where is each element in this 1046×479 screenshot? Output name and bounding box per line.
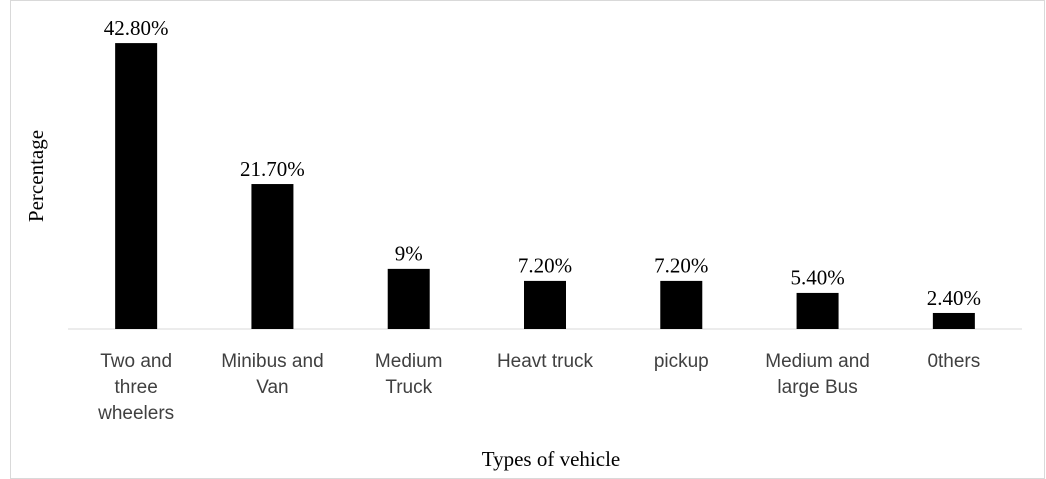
data-label: 2.40%: [927, 286, 981, 310]
x-tick-label: 0thers: [927, 351, 980, 372]
bar: [387, 268, 430, 329]
data-label: 21.70%: [240, 157, 305, 181]
y-axis-title: Percentage: [24, 130, 48, 222]
x-tick-label: Medium and large Bus: [765, 351, 870, 398]
bar: [115, 43, 158, 329]
x-tick-label: Two and three wheelers: [97, 351, 174, 424]
bar: [796, 292, 839, 329]
x-tick-label: Heavt truck: [497, 351, 594, 372]
data-label: 42.80%: [104, 16, 169, 40]
data-label: 7.20%: [518, 254, 572, 278]
x-tick-label: Minibus and Van: [221, 351, 323, 398]
bar: [251, 184, 294, 329]
bar: [932, 312, 975, 329]
data-label: 9%: [395, 242, 423, 266]
data-label: 7.20%: [654, 254, 708, 278]
x-axis-title: Types of vehicle: [482, 447, 620, 471]
x-tick-label: pickup: [654, 351, 709, 372]
bar: [524, 280, 566, 329]
bar: [660, 280, 703, 329]
data-label: 5.40%: [790, 266, 844, 290]
x-tick-label: Medium Truck: [375, 351, 443, 398]
